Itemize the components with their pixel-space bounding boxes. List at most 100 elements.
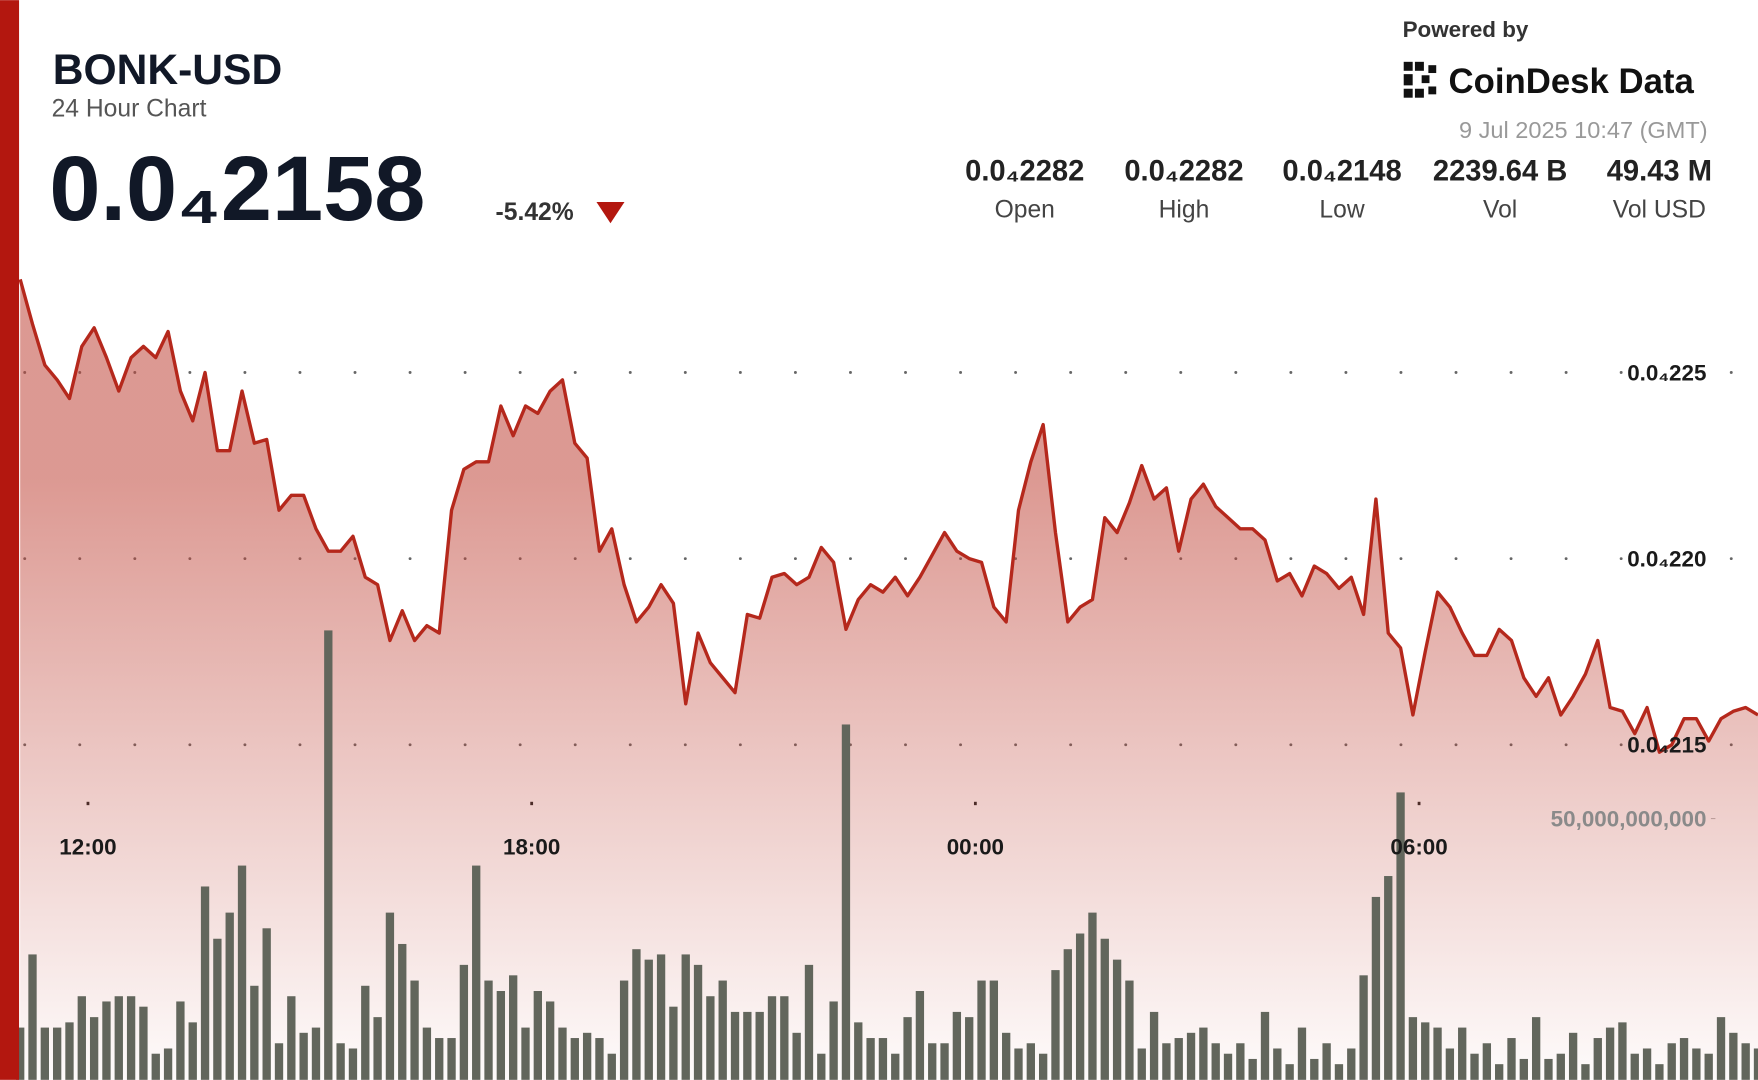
volume-bar — [854, 1022, 863, 1080]
volume-bar — [829, 1001, 838, 1080]
volume-bar — [299, 1032, 308, 1080]
volume-bar — [139, 1006, 148, 1080]
volume-bar — [1531, 1017, 1541, 1080]
volume-bar — [1100, 938, 1109, 1080]
volume-bar — [1211, 1043, 1220, 1080]
volume-bar — [1088, 912, 1097, 1080]
volume-bar — [1285, 1064, 1294, 1080]
volume-bar — [28, 954, 37, 1080]
volume-bar — [102, 1001, 111, 1080]
volume-bar — [274, 1043, 284, 1080]
volume-bar — [1248, 1058, 1257, 1080]
volume-bar — [1322, 1043, 1331, 1080]
volume-bar — [1495, 1064, 1504, 1080]
volume-bar — [422, 1027, 432, 1080]
volume-bar — [1063, 949, 1072, 1080]
volume-bar — [1002, 1032, 1011, 1080]
volume-bar — [1223, 1053, 1233, 1080]
volume-bar — [1716, 1017, 1726, 1080]
volume-bar — [1618, 1022, 1627, 1080]
volume-bar — [619, 980, 629, 1080]
volume-bar — [1519, 1058, 1528, 1080]
stat-value: 0.0₄2282 — [1124, 156, 1243, 188]
brand-logo — [1403, 61, 1437, 98]
plot-area: 0.0₄215 0.0₄220 0.0₄225 50,000,000,000 12:00… — [16, 278, 1758, 1080]
stat-label: Vol — [1483, 197, 1517, 224]
volume-bar — [977, 980, 986, 1080]
volume-bar — [385, 912, 395, 1080]
volume-bar — [1605, 1027, 1615, 1080]
volume-bar — [435, 1038, 444, 1080]
volume-bar — [52, 1027, 62, 1080]
volume-bar — [287, 996, 296, 1080]
volume-bar — [1421, 1022, 1430, 1080]
volume-bar — [1679, 1038, 1689, 1080]
volume-bar — [200, 886, 210, 1080]
x-tick-label: 18:00 — [503, 834, 560, 859]
volume-bar — [1038, 1053, 1048, 1080]
volume-bar — [866, 1038, 875, 1080]
volume-bar — [693, 964, 703, 1080]
volume-bar — [1692, 1048, 1701, 1080]
area-layer — [20, 279, 1758, 1080]
volume-bar — [1593, 1038, 1602, 1080]
volume-bar — [373, 1017, 382, 1080]
volume-bar — [1433, 1027, 1442, 1080]
volume-bar — [804, 964, 814, 1080]
volume-bar — [472, 865, 481, 1080]
volume-bar — [570, 1038, 579, 1080]
volume-bar — [1704, 1053, 1713, 1080]
volume-bar — [1544, 1058, 1553, 1080]
volume-bar — [1408, 1017, 1418, 1080]
price-area — [20, 279, 1758, 1080]
volume-bar — [1630, 1053, 1639, 1080]
volume-bar — [841, 724, 851, 1080]
volume-bar — [669, 1006, 678, 1080]
volume-bar — [509, 975, 518, 1080]
volume-bar — [780, 996, 789, 1080]
volume-bar — [595, 1038, 604, 1080]
volume-bar — [1458, 1027, 1467, 1080]
volume-bar — [903, 1017, 912, 1080]
stat-label: Vol USD — [1613, 197, 1706, 224]
stat-label: Low — [1319, 197, 1364, 224]
volume-bar — [16, 1027, 25, 1080]
stats-labels: Open High Low Vol Vol USD — [995, 197, 1706, 224]
volume-bar — [891, 1053, 900, 1080]
symbol: BONK-USD — [53, 46, 283, 94]
volume-bar — [336, 1043, 345, 1080]
volume-bar — [188, 1022, 197, 1080]
volume-bar — [681, 954, 690, 1080]
powered-by: Powered by — [1403, 17, 1529, 42]
volume-bar — [1297, 1027, 1307, 1080]
volume-bar — [89, 1017, 99, 1080]
volume-bar — [1568, 1032, 1578, 1080]
volume-bar — [1581, 1064, 1590, 1080]
volume-bar — [792, 1032, 801, 1080]
volume-bar — [459, 964, 469, 1080]
volume-bar — [324, 630, 333, 1080]
volume-bar — [1655, 1064, 1664, 1080]
volume-bar — [1384, 876, 1393, 1080]
volume-bar — [1470, 1053, 1479, 1080]
volume-bar — [1186, 1032, 1196, 1080]
volume-bar — [1482, 1043, 1492, 1080]
volume-bar — [952, 1011, 962, 1080]
volume-bar — [250, 985, 259, 1080]
volume-bar — [1396, 792, 1405, 1080]
volume-bar — [1236, 1043, 1245, 1080]
price-line — [18, 278, 1758, 754]
volume-bar — [607, 1053, 616, 1080]
volume-bar — [1125, 980, 1134, 1080]
volume-bar — [656, 954, 666, 1080]
accent-bar — [0, 0, 20, 1080]
volume-bar — [1556, 1053, 1565, 1080]
volume-bar — [1162, 1043, 1171, 1080]
volume-bar — [940, 1043, 949, 1080]
volume-bar — [1273, 1048, 1282, 1080]
volume-bar — [1667, 1043, 1676, 1080]
volume-bar — [521, 1027, 530, 1080]
volume-bar — [1729, 1032, 1738, 1080]
bar-layer — [16, 630, 1758, 1080]
